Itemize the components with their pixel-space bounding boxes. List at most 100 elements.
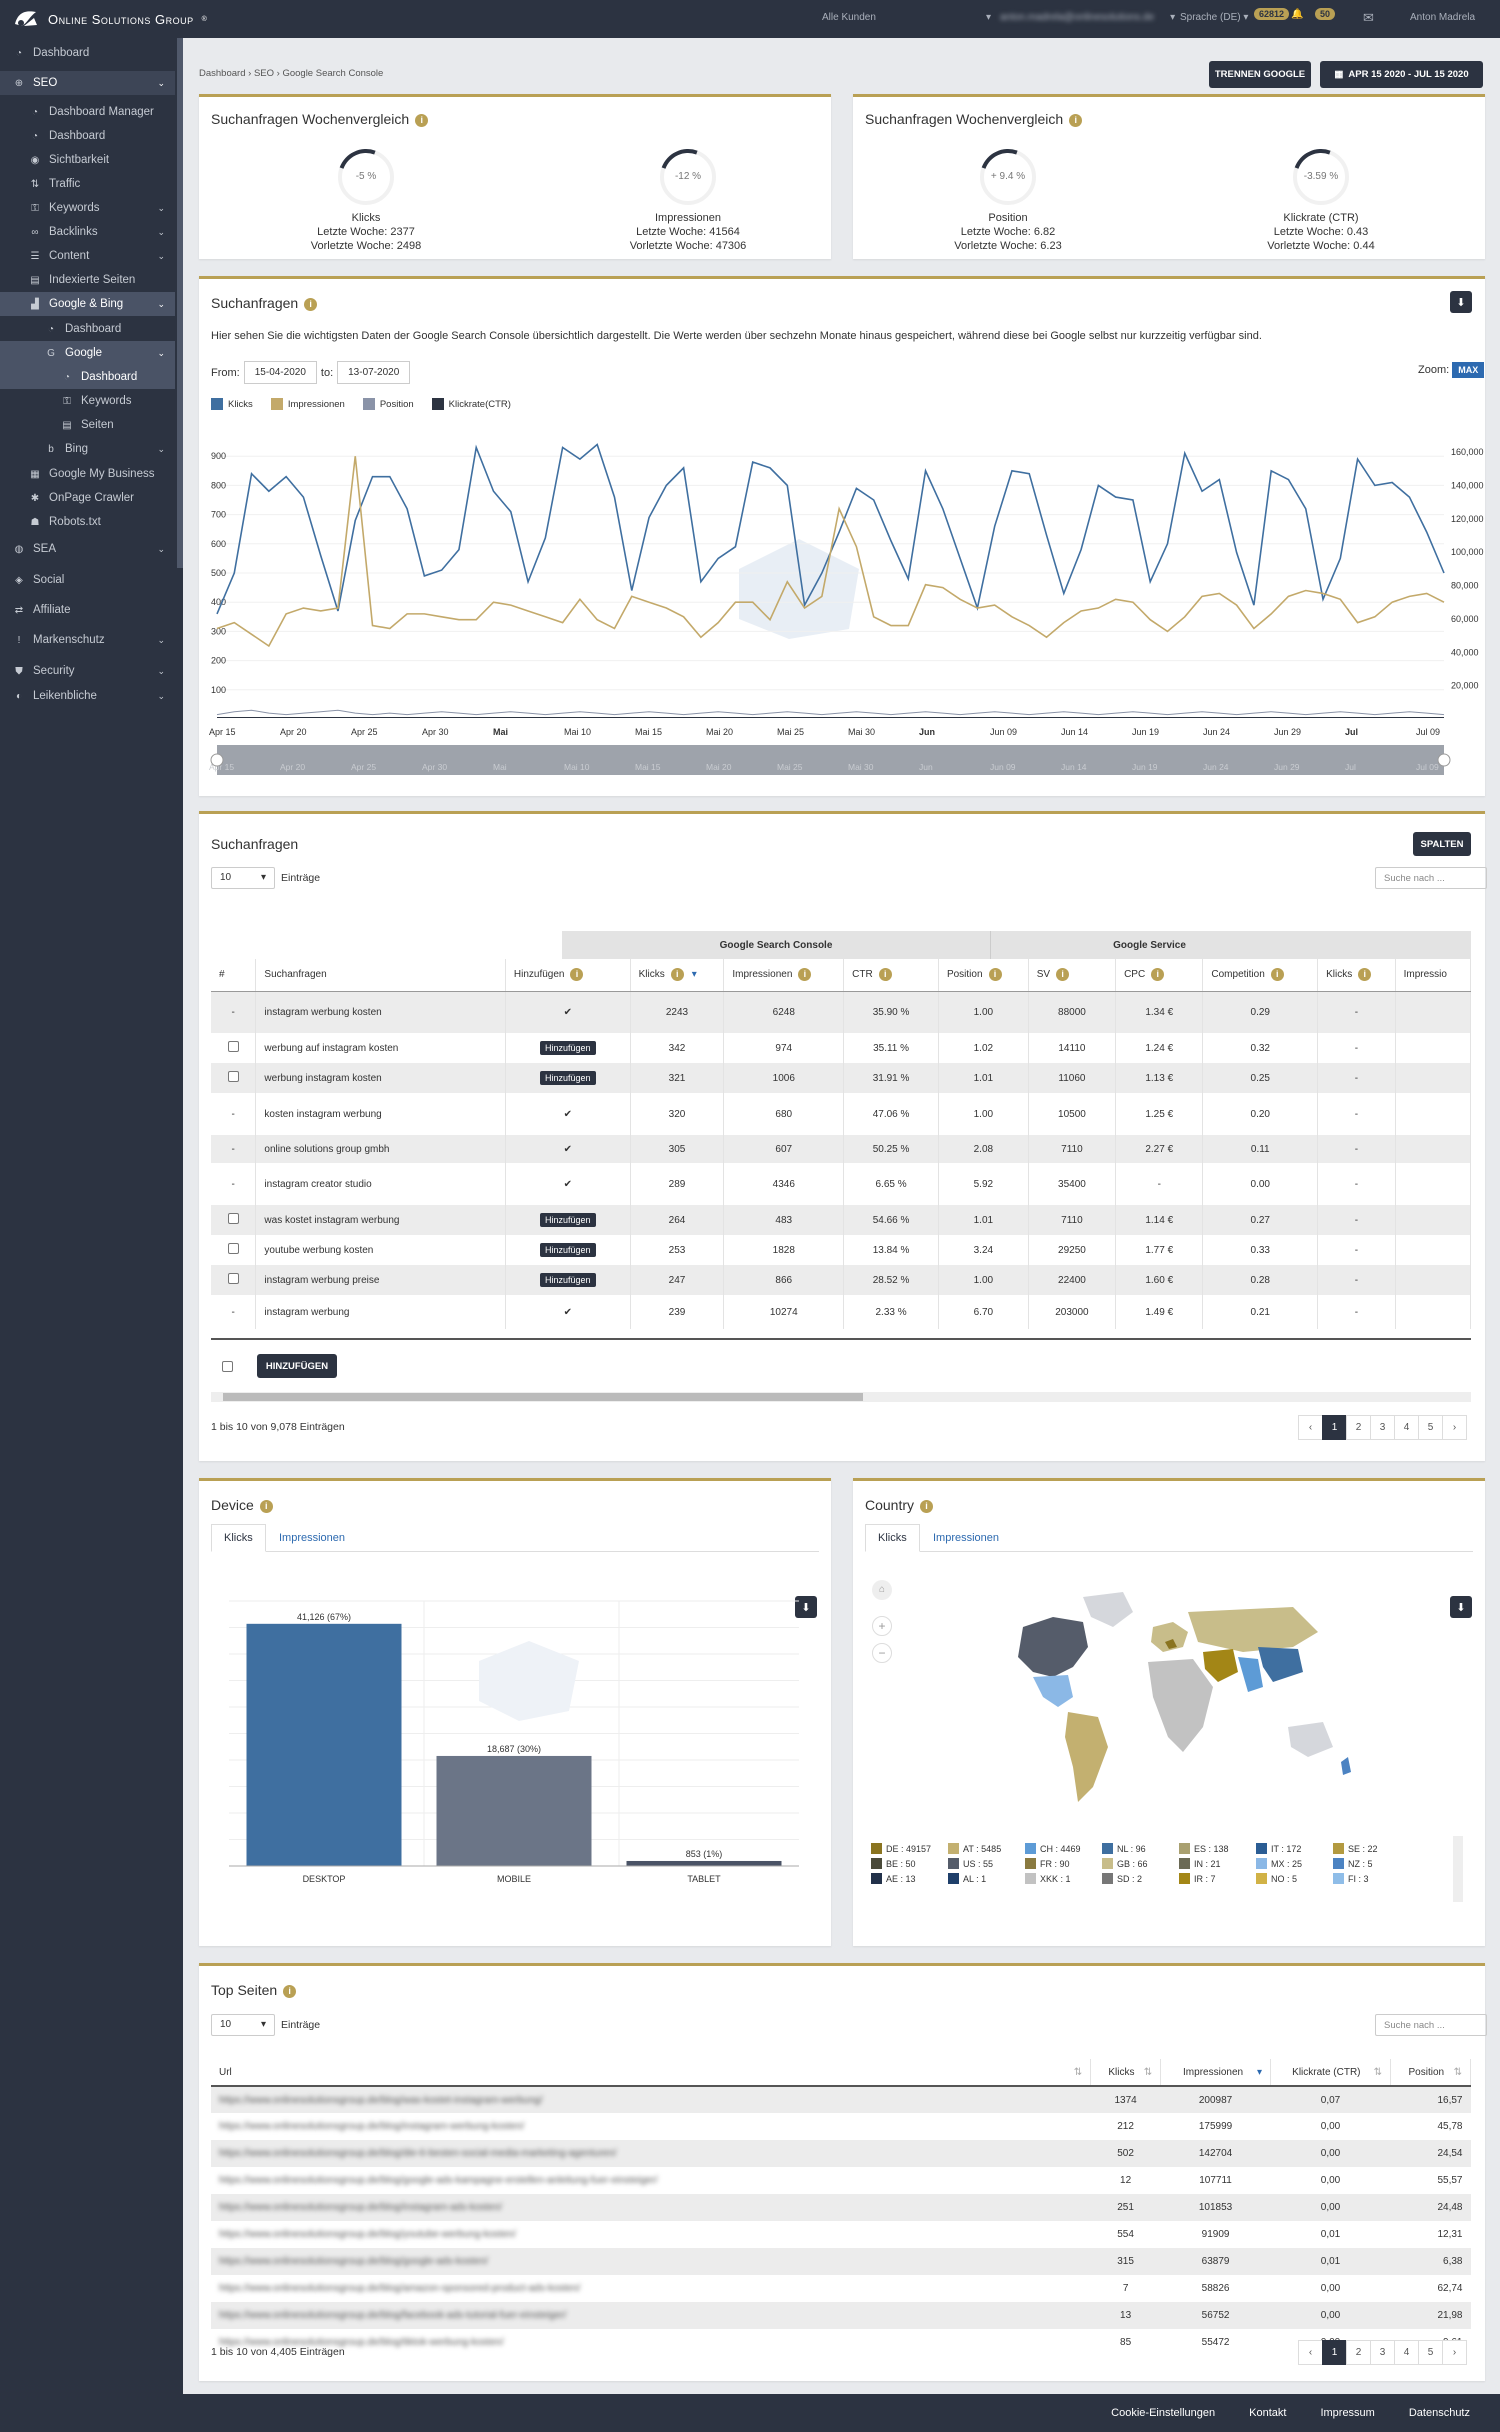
footer-link-privacy[interactable]: Datenschutz — [1408, 2407, 1470, 2419]
map-region-australia[interactable] — [1288, 1722, 1333, 1757]
map-region-india[interactable] — [1238, 1657, 1263, 1692]
sidebar-item-social[interactable]: ◈ Social — [0, 568, 175, 592]
country-legend-item[interactable]: NL : 96 — [1102, 1843, 1179, 1854]
country-legend-item[interactable]: IR : 7 — [1179, 1873, 1256, 1884]
add-keyword-button[interactable]: Hinzufügen — [539, 1040, 596, 1055]
sidebar-item-dashboard[interactable]: ◔ Dashboard — [0, 41, 175, 65]
sidebar-item-traffic[interactable]: ⇅ Traffic — [0, 172, 175, 196]
info-icon[interactable]: i — [878, 968, 892, 982]
map-region-china[interactable] — [1258, 1647, 1303, 1682]
scrollbar-thumb[interactable] — [223, 1393, 863, 1401]
table-row[interactable]: https://www.onlinesolutionsgroup.de/blog… — [211, 2167, 1471, 2194]
map-region-new-zealand[interactable] — [1341, 1757, 1351, 1775]
column-header[interactable]: Klicks i — [1317, 959, 1396, 992]
legend-item[interactable]: Impressionen — [270, 398, 345, 410]
info-icon[interactable]: i — [1358, 968, 1372, 982]
sidebar-item-dashboard[interactable]: ◔ Dashboard — [0, 124, 175, 148]
series-line-2[interactable] — [216, 709, 1445, 716]
info-icon[interactable]: i — [920, 1499, 934, 1513]
sidebar-item-bing[interactable]: b Bing ⌄ — [0, 437, 175, 461]
zoom-in-icon[interactable]: + — [872, 1616, 892, 1636]
search-input[interactable]: Suche nach ... — [1375, 2014, 1487, 2036]
tasks-button[interactable]: 50 — [1315, 8, 1336, 20]
column-header[interactable]: Impressio — [1395, 959, 1472, 992]
language-select[interactable]: Sprache (DE) ▾ — [1180, 12, 1248, 23]
info-icon[interactable]: i — [570, 968, 584, 982]
bar-mobile[interactable] — [436, 1755, 592, 1866]
sidebar-item-markenschutz[interactable]: ! Markenschutz ⌄ — [0, 628, 175, 652]
country-legend-item[interactable]: AE : 13 — [871, 1873, 948, 1884]
map-region-north-america[interactable] — [1018, 1617, 1088, 1677]
table-row[interactable]: - instagram creator studio ✔ 289 4346 6.65 % 5… — [211, 1163, 1472, 1205]
sidebar-item-content[interactable]: ☰ Content ⌄ — [0, 244, 175, 268]
sidebar-item-security[interactable]: ⛊ Security ⌄ — [0, 659, 175, 683]
bar-tablet[interactable] — [626, 1860, 782, 1866]
table-row[interactable]: instagram werbung preise Hinzufügen 247 866… — [211, 1265, 1472, 1295]
legend-item[interactable]: Klickrate(CTR) — [431, 398, 511, 410]
add-keyword-button[interactable]: Hinzufügen — [539, 1272, 596, 1287]
country-legend-item[interactable]: NZ : 5 — [1333, 1858, 1410, 1869]
bar-desktop[interactable] — [246, 1623, 402, 1866]
mail-icon[interactable]: ✉ — [1363, 10, 1374, 25]
column-header[interactable]: Position ⇅ — [1390, 2059, 1471, 2087]
sidebar-item-google-bing[interactable]: ▟ Google & Bing ⌄ — [0, 292, 175, 316]
table-row[interactable]: https://www.onlinesolutionsgroup.de/blog… — [211, 2113, 1471, 2140]
date-range-button[interactable]: ▦ APR 15 2020 - JUL 15 2020 — [1320, 61, 1483, 88]
page-size-select[interactable]: 10 ▾ — [211, 867, 275, 889]
country-legend-item[interactable]: AL : 1 — [948, 1873, 1025, 1884]
sidebar-scrollbar[interactable] — [177, 38, 183, 568]
navigator-band[interactable] — [217, 745, 1444, 775]
map-region-south-america[interactable] — [1065, 1712, 1108, 1802]
sidebar-item-google-my-business[interactable]: ▦ Google My Business — [0, 462, 175, 486]
map-region-middle-east[interactable] — [1203, 1649, 1238, 1682]
url-link[interactable]: https://www.onlinesolutionsgroup.de/blog… — [219, 2256, 489, 2267]
info-icon[interactable]: i — [1056, 968, 1070, 982]
sidebar-item-seo[interactable]: ⊕ SEO ⌄ — [0, 71, 175, 95]
download-icon[interactable]: ⬇ — [1450, 291, 1472, 313]
map-region-europe[interactable] — [1151, 1622, 1188, 1652]
sidebar-item-backlinks[interactable]: ∞ Backlinks ⌄ — [0, 220, 175, 244]
download-icon[interactable]: ⬇ — [1450, 1596, 1472, 1618]
table-row[interactable]: https://www.onlinesolutionsgroup.de/blog… — [211, 2086, 1471, 2113]
country-legend-item[interactable]: NO : 5 — [1256, 1873, 1333, 1884]
breadcrumb-item[interactable]: SEO — [253, 68, 274, 79]
account-select[interactable]: anton.madrela@onlinesolutions.de ▾ — [1000, 12, 1175, 23]
map-region-central-america[interactable] — [1033, 1675, 1073, 1707]
page-button[interactable]: 5 — [1418, 1415, 1443, 1440]
table-row[interactable]: https://www.onlinesolutionsgroup.de/blog… — [211, 2302, 1471, 2329]
tab-impressionen[interactable]: Impressionen — [279, 1532, 346, 1544]
info-icon[interactable]: i — [415, 113, 429, 127]
row-checkbox[interactable] — [227, 1213, 239, 1224]
breadcrumb-item[interactable]: Dashboard — [199, 68, 246, 79]
info-icon[interactable]: i — [259, 1499, 273, 1513]
column-header[interactable]: SV i — [1028, 959, 1117, 992]
zoom-out-icon[interactable]: − — [872, 1643, 892, 1663]
column-header[interactable]: Hinzufügen i — [505, 959, 631, 992]
column-header[interactable]: Impressionen ▾ — [1160, 2059, 1272, 2087]
table-row[interactable]: - instagram werbung kosten ✔ 2243 6248 35.90 … — [211, 991, 1472, 1033]
zoom-max-button[interactable]: MAX — [1452, 362, 1485, 378]
download-icon[interactable]: ⬇ — [795, 1596, 817, 1618]
add-selected-button[interactable]: HINZUFÜGEN — [257, 1354, 337, 1378]
table-row[interactable]: werbung instagram kosten Hinzufügen 321 100… — [211, 1063, 1472, 1093]
disconnect-google-button[interactable]: TRENNEN GOOGLE — [1209, 61, 1311, 88]
map-region-germany[interactable] — [1165, 1639, 1177, 1649]
column-header[interactable]: Impressionen i — [723, 959, 845, 992]
sidebar-item-robots-txt[interactable]: ☗ Robots.txt — [0, 510, 175, 534]
page-button[interactable]: ‹ — [1298, 2340, 1323, 2365]
table-row[interactable]: was kostet instagram werbung Hinzufügen 26… — [211, 1205, 1472, 1235]
column-header[interactable]: Position i — [938, 959, 1029, 992]
sidebar-item-dashboard-manager[interactable]: ◔ Dashboard Manager — [0, 100, 175, 124]
column-header[interactable]: Klickrate (CTR) ⇅ — [1270, 2059, 1391, 2087]
table-row[interactable]: https://www.onlinesolutionsgroup.de/blog… — [211, 2221, 1471, 2248]
column-header[interactable]: Suchanfragen — [255, 959, 506, 992]
country-legend-item[interactable]: MX : 25 — [1256, 1858, 1333, 1869]
table-row[interactable]: https://www.onlinesolutionsgroup.de/blog… — [211, 2248, 1471, 2275]
row-checkbox[interactable] — [227, 1041, 239, 1052]
tab-impressionen[interactable]: Impressionen — [933, 1532, 1000, 1544]
legend-item[interactable]: Position — [362, 398, 414, 410]
columns-button[interactable]: SPALTEN — [1413, 832, 1471, 856]
table-row[interactable]: https://www.onlinesolutionsgroup.de/blog… — [211, 2194, 1471, 2221]
row-checkbox[interactable] — [227, 1071, 239, 1082]
page-button[interactable]: 2 — [1346, 1415, 1371, 1440]
